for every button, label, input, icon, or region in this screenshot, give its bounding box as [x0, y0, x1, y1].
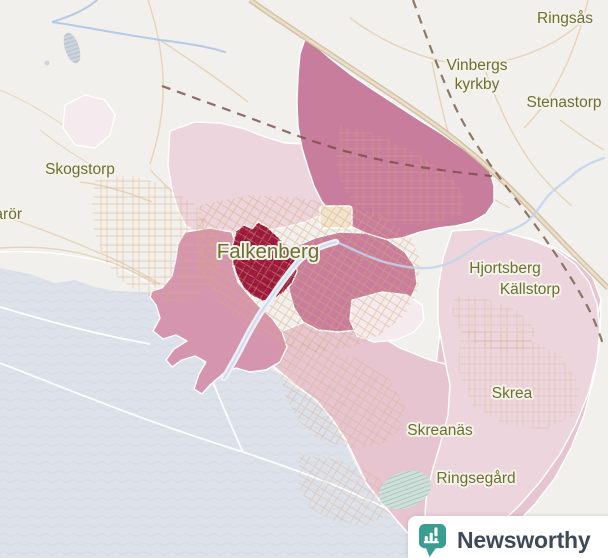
- place-label-hjortsberg: Hjortsberg: [469, 260, 541, 277]
- place-labels: arör Skogstorp Ringsås Vinbergs kyrkby S…: [0, 8, 603, 489]
- railway-coast-line: [411, 0, 606, 349]
- motorway: [248, 0, 608, 290]
- river-east: [334, 156, 606, 270]
- newsworthy-attribution[interactable]: Newsworthy: [408, 516, 608, 558]
- place-label-skogstorp: Skogstorp: [45, 161, 115, 178]
- place-label-falkenberg: Falkenberg: [217, 240, 320, 263]
- urban-street-texture: [92, 125, 580, 525]
- place-label-vinbergs-kyrkby-line2: kyrkby: [455, 76, 500, 93]
- region-northwest-tip: [62, 94, 116, 149]
- rivers: [51, 0, 606, 382]
- bar-chart-exclamation-glyph: [423, 526, 439, 543]
- place-label-skreanas: Skreanäs: [407, 422, 473, 439]
- place-label-ringsegard: Ringsegård: [436, 470, 515, 487]
- railway-lines: [161, 0, 606, 349]
- place-label-skrea: Skrea: [492, 385, 533, 402]
- railway-inland-line: [161, 84, 493, 178]
- coastal-marsh: [378, 470, 432, 510]
- newsworthy-brand-name: Newsworthy: [457, 526, 591, 553]
- river-atran-core: [223, 241, 337, 379]
- place-label-stenastorp: Stenastorp: [527, 94, 602, 111]
- place-label-ringsas: Ringsås: [537, 10, 593, 27]
- river-north: [51, 0, 226, 53]
- place-label-fragment-west: arör: [0, 206, 22, 223]
- place-label-vinbergs-kyrkby-line1: Vinbergs: [447, 57, 508, 74]
- place-label-kallstorp: Källstorp: [500, 281, 560, 298]
- newsworthy-logo-icon: [418, 523, 447, 557]
- wetland-island: [44, 32, 81, 66]
